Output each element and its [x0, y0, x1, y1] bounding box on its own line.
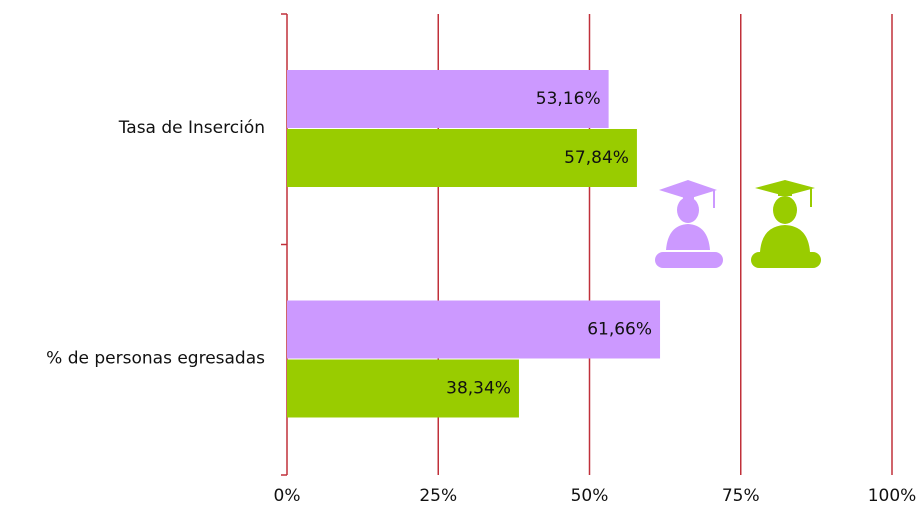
y-tick-label: Tasa de Inserción: [118, 118, 265, 138]
bar: [287, 129, 637, 187]
bar: [287, 70, 609, 128]
x-tick-label: 0%: [274, 486, 301, 506]
x-tick-label: 50%: [571, 486, 609, 506]
data-label: 53,16%: [536, 89, 601, 109]
female-graduate-icon: [655, 180, 723, 268]
data-label: 57,84%: [564, 148, 629, 168]
x-tick-label: 25%: [419, 486, 457, 506]
x-tick-label: 75%: [722, 486, 760, 506]
data-label: 61,66%: [587, 320, 652, 340]
data-label: 38,34%: [446, 379, 511, 399]
male-graduate-icon: [751, 180, 821, 268]
y-tick-label: % de personas egresadas: [46, 349, 265, 369]
bar: [287, 359, 519, 418]
bar: [287, 300, 661, 359]
x-tick-label: 100%: [868, 486, 917, 506]
